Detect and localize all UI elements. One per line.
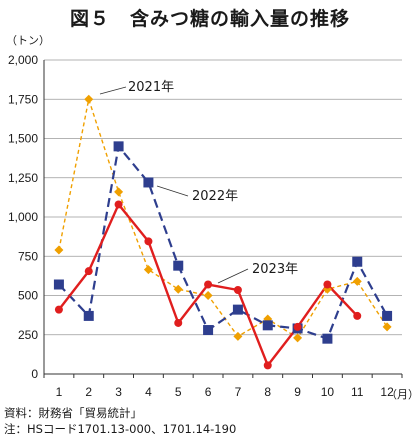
annotation-leader-2022年	[156, 185, 189, 197]
data-point-2023年-2	[84, 267, 93, 276]
y-axis-unit: （トン）	[6, 34, 50, 47]
data-point-2023年-3	[114, 200, 123, 209]
data-point-2021年-4	[143, 265, 153, 275]
data-point-2022年-7	[232, 304, 243, 315]
x-tick-label-2: 2	[85, 385, 92, 399]
x-tick-label-3: 3	[115, 385, 122, 399]
hs-code-note: 注：HSコード1701.13-000、1701.14-190	[4, 422, 237, 436]
data-point-2023年-6	[204, 280, 213, 289]
y-tick-label-0: 0	[31, 367, 38, 381]
data-point-2023年-5	[174, 318, 183, 327]
data-point-2023年-4	[144, 237, 153, 246]
data-point-2021年-7	[233, 331, 243, 341]
data-point-2022年-5	[173, 260, 184, 271]
x-tick-label-6: 6	[205, 385, 212, 399]
y-tick-label-1750: 1,750	[8, 92, 38, 106]
series-line-2021年	[58, 98, 388, 339]
data-point-2021年-2	[84, 94, 94, 104]
data-point-2021年-12	[382, 322, 392, 332]
y-tick-label-250: 250	[18, 328, 38, 342]
x-tick-labels: 1 2 3 4 5 6 7 8 9 10 11 12	[56, 385, 395, 399]
gridlines	[44, 59, 402, 336]
data-point-2022年-8	[262, 320, 273, 331]
series-label-2021年: 2021年	[128, 80, 174, 95]
data-point-2023年-11	[353, 311, 362, 320]
data-point-2023年-1	[54, 305, 63, 314]
data-point-2022年-1	[53, 279, 64, 290]
series-label-2022年: 2022年	[192, 189, 238, 204]
series-lines	[57, 98, 389, 367]
x-tick-label-8: 8	[264, 385, 271, 399]
series-label-2023年: 2023年	[252, 262, 298, 277]
data-point-2022年-6	[203, 325, 214, 336]
y-tick-label-750: 750	[18, 249, 38, 263]
annotation-leader-2023年	[217, 268, 249, 284]
x-tick-label-9: 9	[294, 385, 301, 399]
y-tick-label-1500: 1,500	[8, 132, 38, 146]
footnotes: 資料：財務省「貿易統計」 注：HSコード1701.13-000、1701.14-…	[4, 405, 236, 437]
y-tick-label-1250: 1,250	[8, 171, 38, 185]
x-axis-unit: （月）	[386, 388, 419, 400]
x-tick-label-5: 5	[175, 385, 182, 399]
data-point-2022年-2	[83, 310, 94, 321]
y-tick-labels: 0 250 500 750 1,000 1,250 1,500 1,750 2,000	[8, 53, 38, 381]
data-point-2022年-3	[113, 141, 124, 152]
data-point-2023年-8	[263, 361, 272, 370]
series-line-2022年	[58, 145, 389, 340]
data-point-2022年-12	[382, 310, 393, 321]
y-tick-label-2000: 2,000	[8, 53, 38, 67]
x-tick-label-10: 10	[321, 385, 335, 399]
data-point-2023年-10	[323, 280, 332, 289]
y-tick-label-500: 500	[18, 289, 38, 303]
x-tick-label-11: 11	[351, 385, 364, 399]
data-point-2022年-4	[143, 177, 154, 188]
data-point-2021年-11	[352, 276, 362, 286]
chart-title: 図５ 含みつ糖の輸入量の推移	[69, 8, 350, 30]
series-annotations: 2021年 2022年 2023年	[99, 80, 298, 284]
x-tick-label-1: 1	[56, 385, 63, 399]
series-markers	[53, 94, 393, 370]
data-point-2021年-5	[173, 284, 183, 294]
annotation-leader-2021年	[99, 86, 127, 95]
data-point-2022年-11	[352, 256, 363, 267]
data-point-2022年-10	[322, 333, 333, 344]
data-point-2023年-7	[233, 286, 242, 295]
x-tick-label-7: 7	[235, 385, 242, 399]
data-point-2021年-6	[203, 291, 213, 300]
x-tick-label-12: 12	[380, 385, 394, 399]
x-tick-label-4: 4	[145, 385, 152, 399]
source-note: 資料：財務省「貿易統計」	[4, 406, 142, 420]
data-point-2021年-1	[54, 245, 64, 255]
data-point-2021年-9	[293, 333, 303, 343]
data-point-2023年-9	[293, 322, 302, 331]
data-point-2021年-3	[114, 187, 124, 197]
axes	[43, 60, 403, 378]
y-tick-label-1000: 1,000	[8, 210, 38, 224]
